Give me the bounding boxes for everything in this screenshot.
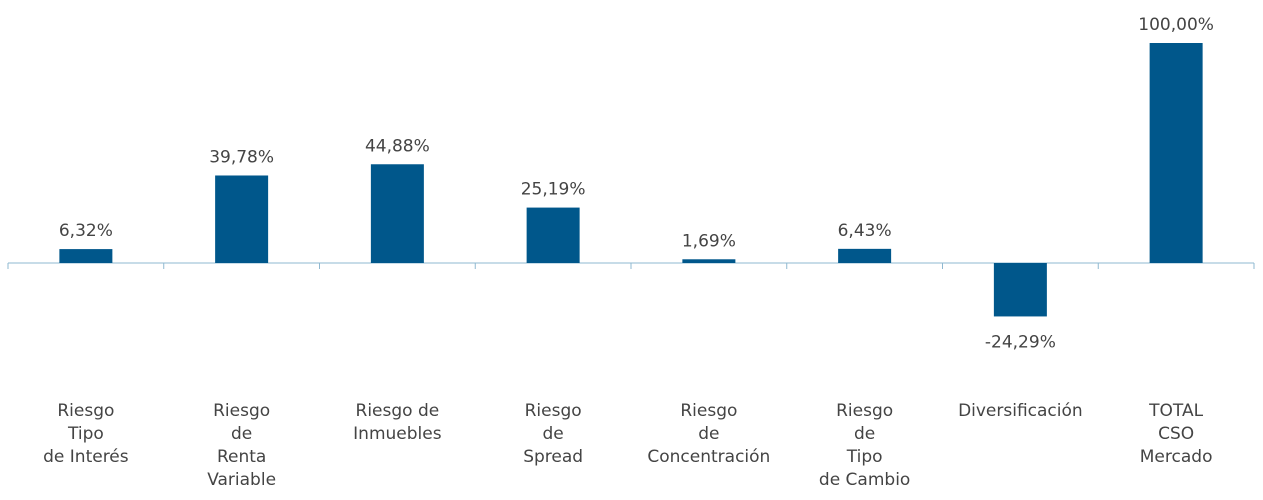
bar <box>993 263 1047 317</box>
x-tick-label: Concentración <box>647 447 770 467</box>
x-tick-label: Riesgo <box>680 401 737 421</box>
x-tick-label: Variable <box>207 470 276 490</box>
x-tick-label: Tipo <box>846 447 883 467</box>
x-tick-label: Riesgo <box>57 401 114 421</box>
bar <box>526 207 580 263</box>
x-tick-label: Renta <box>217 447 266 467</box>
data-label: 6,43% <box>838 221 892 241</box>
bar <box>682 259 736 263</box>
x-tick-label: Riesgo <box>525 401 582 421</box>
x-tick-label: de <box>854 424 875 444</box>
x-tick-label: de Cambio <box>819 470 910 490</box>
x-tick-label: Diversificación <box>958 401 1083 421</box>
x-tick-label: Spread <box>523 447 583 467</box>
data-label: 44,88% <box>365 136 430 156</box>
x-tick-label: Mercado <box>1140 447 1213 467</box>
x-tick-label: Inmuebles <box>353 424 442 444</box>
data-label: 1,69% <box>682 231 736 251</box>
bar <box>215 175 269 263</box>
x-tick-label: Riesgo <box>213 401 270 421</box>
x-tick-label: de Interés <box>43 447 129 467</box>
data-label: 100,00% <box>1138 15 1214 35</box>
data-label: 25,19% <box>521 180 586 200</box>
bar <box>59 249 113 263</box>
x-tick-label: Riesgo de <box>356 401 440 421</box>
x-tick-label: CSO <box>1158 424 1194 444</box>
x-tick-label: de <box>698 424 719 444</box>
bar <box>370 164 424 263</box>
data-label: 6,32% <box>59 221 113 241</box>
x-tick-label: Riesgo <box>836 401 893 421</box>
x-tick-label: TOTAL <box>1148 401 1203 421</box>
bar <box>838 248 892 263</box>
x-tick-label: de <box>231 424 252 444</box>
data-label: 39,78% <box>209 147 274 167</box>
x-tick-label: Tipo <box>67 424 104 444</box>
bar <box>1149 43 1203 263</box>
x-tick-label: de <box>543 424 564 444</box>
data-label: -24,29% <box>985 332 1056 352</box>
